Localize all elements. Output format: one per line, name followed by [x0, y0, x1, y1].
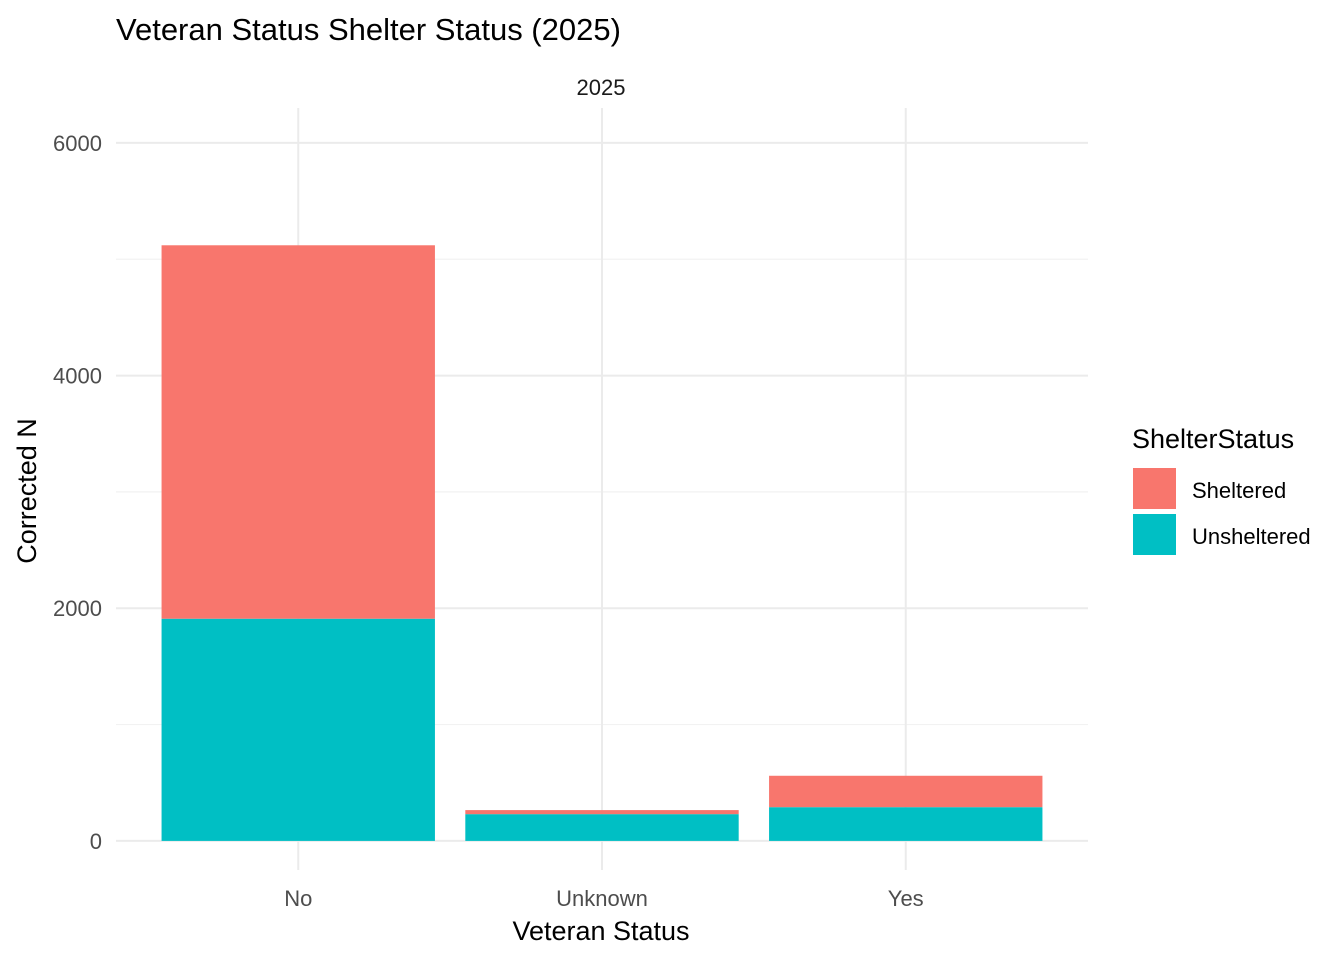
y-tick-label: 6000 [53, 131, 102, 156]
legend-key-sheltered [1133, 468, 1176, 509]
legend-title: ShelterStatus [1132, 424, 1294, 454]
bar-yes-sheltered [769, 775, 1043, 808]
bars [161, 245, 1043, 841]
legend-key-unsheltered [1133, 514, 1176, 555]
x-axis-title: Veteran Status [512, 916, 689, 946]
bar-no-sheltered [161, 245, 435, 619]
x-tick-label: Yes [888, 886, 924, 911]
chart-title: Veteran Status Shelter Status (2025) [116, 12, 621, 47]
bar-yes-unsheltered [769, 807, 1043, 841]
bar-unknown-unsheltered [465, 814, 739, 841]
x-tick-label: No [284, 886, 312, 911]
y-axis-title: Corrected N [12, 418, 42, 564]
x-axis-ticks: No Unknown Yes [284, 886, 924, 911]
legend: ShelterStatus Sheltered Unsheltered [1132, 424, 1311, 555]
legend-label-unsheltered: Unsheltered [1192, 524, 1311, 549]
y-axis-ticks: 0 2000 4000 6000 [53, 131, 102, 854]
bar-no-unsheltered [161, 618, 435, 841]
legend-label-sheltered: Sheltered [1192, 478, 1286, 503]
x-tick-label: Unknown [556, 886, 648, 911]
facet-strip-label: 2025 [577, 75, 626, 100]
y-tick-label: 2000 [53, 596, 102, 621]
y-tick-label: 0 [90, 829, 102, 854]
bar-unknown-sheltered [465, 810, 739, 815]
y-tick-label: 4000 [53, 364, 102, 389]
